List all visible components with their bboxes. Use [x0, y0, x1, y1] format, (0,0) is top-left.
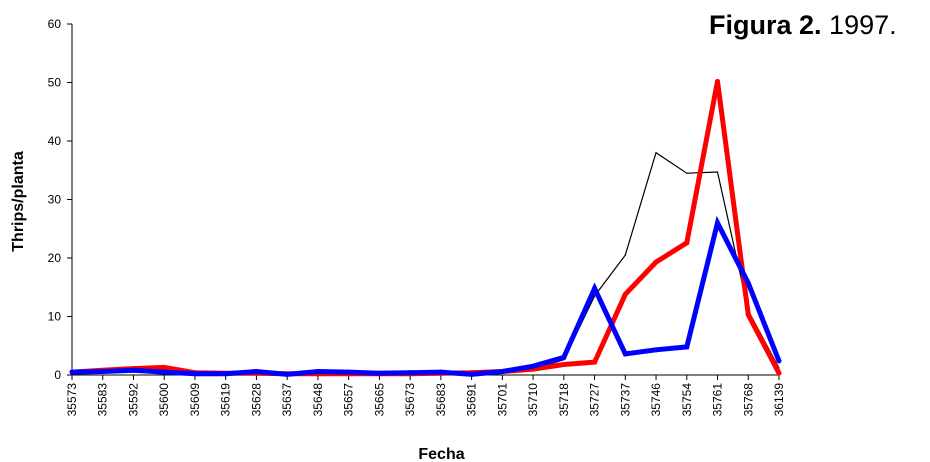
data-point — [745, 312, 751, 318]
series-line-1 — [71, 151, 780, 376]
data-point — [376, 370, 382, 376]
x-tick-label: 35573 — [65, 383, 79, 417]
x-tick-label: 35648 — [311, 383, 325, 417]
data-point — [561, 354, 567, 360]
x-tick-label: 35761 — [711, 383, 725, 417]
data-point — [745, 280, 751, 286]
x-tick-label: 35619 — [219, 383, 233, 417]
x-tick-label: 35754 — [680, 383, 694, 417]
data-point — [407, 370, 413, 376]
data-point — [592, 359, 598, 365]
data-point — [284, 371, 290, 377]
y-axis-title: Thrips/planta — [10, 151, 27, 252]
x-tick-label: 35710 — [526, 383, 540, 417]
figure-title-text: 1997. — [829, 10, 897, 40]
series-line-2 — [71, 80, 782, 377]
data-point — [192, 371, 198, 377]
data-point — [653, 259, 659, 265]
data-point — [561, 361, 567, 367]
figure-label: Figura 2. — [709, 10, 822, 40]
data-point — [592, 285, 598, 291]
figure-title: Figura 2. 1997. — [709, 10, 897, 41]
x-tick-label: 36139 — [772, 383, 786, 417]
y-tick-label: 40 — [48, 134, 62, 148]
y-tick-label: 60 — [48, 17, 62, 31]
x-tick-label: 35657 — [342, 383, 356, 417]
data-point — [499, 368, 505, 374]
x-tick-label: 35737 — [618, 383, 632, 417]
data-point — [715, 78, 721, 84]
y-tick-label: 20 — [48, 251, 62, 265]
data-point — [624, 254, 626, 256]
data-point — [716, 171, 719, 173]
x-tick-label: 35628 — [249, 383, 263, 417]
data-point — [161, 369, 167, 375]
x-tick-label: 35746 — [649, 383, 663, 417]
data-point — [530, 363, 536, 369]
data-point — [438, 369, 444, 375]
data-point — [100, 368, 106, 374]
y-tick-label: 50 — [48, 76, 62, 90]
data-point — [655, 152, 657, 154]
x-tick-label: 35701 — [495, 383, 509, 417]
x-tick-label: 35683 — [434, 383, 448, 417]
data-point — [776, 358, 782, 364]
data-point — [622, 351, 628, 357]
data-point — [684, 240, 690, 246]
series-line-3 — [71, 215, 782, 377]
x-tick-label: 35673 — [403, 383, 417, 417]
x-tick-label: 35637 — [280, 383, 294, 417]
data-point — [622, 291, 628, 297]
data-point — [161, 364, 167, 370]
data-point — [776, 370, 782, 376]
x-tick-label: 35768 — [741, 383, 755, 417]
y-tick-label: 0 — [54, 368, 61, 382]
x-tick-label: 35600 — [157, 383, 171, 417]
data-point — [684, 344, 690, 350]
x-tick-label: 35665 — [372, 383, 386, 417]
y-tick-label: 30 — [48, 193, 62, 207]
data-point — [253, 368, 259, 374]
data-point — [715, 220, 721, 226]
x-tick-label: 35592 — [126, 383, 140, 417]
data-point — [130, 367, 136, 373]
data-point — [223, 371, 229, 377]
data-point — [469, 371, 475, 377]
data-point — [346, 369, 352, 375]
y-tick-label: 10 — [48, 310, 62, 324]
data-point — [315, 368, 321, 374]
x-tick-label: 35691 — [465, 383, 479, 417]
data-point — [686, 172, 688, 174]
data-point — [593, 295, 596, 297]
x-tick-label: 35583 — [96, 383, 110, 417]
data-point — [653, 347, 659, 353]
x-tick-label: 35727 — [588, 383, 602, 417]
data-point — [69, 369, 75, 375]
x-axis-title: Fecha — [418, 446, 464, 462]
x-tick-label: 35718 — [557, 383, 571, 417]
x-tick-label: 35609 — [188, 383, 202, 417]
